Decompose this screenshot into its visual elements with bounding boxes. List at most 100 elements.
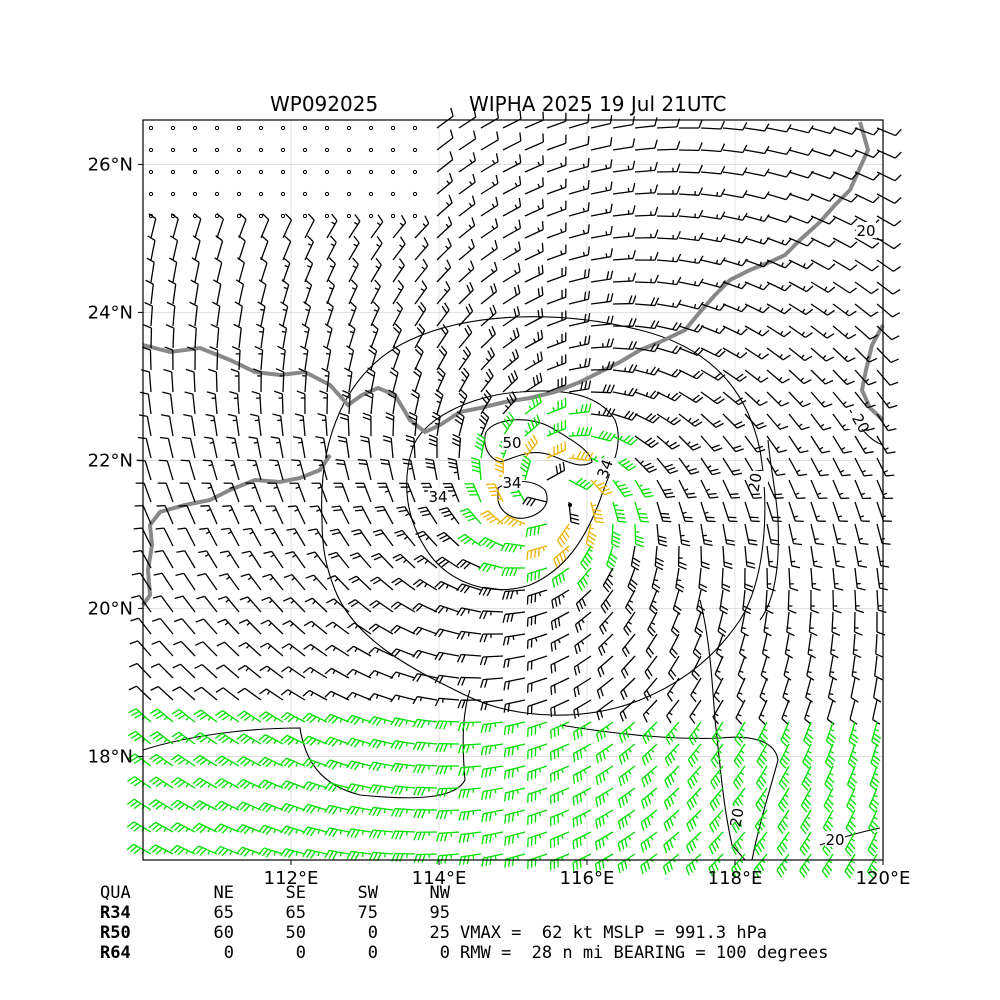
wind-barb [744, 567, 754, 592]
wind-barb [364, 389, 374, 415]
wind-barb [766, 281, 792, 292]
wind-barb [215, 710, 240, 723]
wind-barb [871, 721, 882, 747]
wind-barb [214, 755, 240, 767]
wind-barb [550, 721, 570, 739]
wind-barb [766, 169, 792, 178]
wind-barb [289, 482, 306, 503]
wind-barb [251, 390, 262, 415]
wind-barb [451, 433, 462, 459]
wind-barb [246, 459, 262, 481]
wind-barb [282, 620, 306, 635]
wind-barb [216, 641, 240, 657]
wind-barb [303, 620, 328, 635]
wind-barb [766, 237, 792, 246]
wind-barb [346, 714, 372, 726]
wind-barb [349, 552, 372, 569]
wind-barb [457, 721, 482, 732]
wind-barb [546, 266, 567, 283]
radii-row-label: R64 [100, 943, 131, 963]
wind-barb [197, 572, 218, 591]
wind-barb [435, 787, 460, 797]
wind-barb [436, 172, 453, 195]
wind-barb [568, 357, 591, 371]
wind-barb [294, 413, 306, 437]
wind-barb [634, 412, 660, 424]
wind-barb [722, 212, 748, 221]
wind-barb [799, 831, 812, 857]
wind-barb [368, 693, 394, 701]
wind-barb [574, 611, 592, 633]
wind-barb [678, 278, 704, 287]
wind-barb [876, 391, 898, 409]
wind-barb [876, 523, 891, 545]
wind-barb [640, 831, 658, 853]
wind-barb [165, 324, 175, 349]
wind-barb [370, 236, 383, 261]
wind-barb [868, 787, 880, 813]
contour-20kt-south [559, 724, 779, 861]
wind-barb [127, 730, 152, 745]
wind-barb [436, 107, 454, 129]
wind-barb [678, 369, 704, 380]
wind-barb [844, 853, 856, 879]
wind-barb [810, 237, 836, 248]
wind-barb [546, 419, 567, 437]
wind-barb [145, 279, 154, 305]
wind-barb [763, 611, 772, 637]
wind-barb [876, 479, 894, 500]
wind-barb [242, 527, 262, 547]
wind-barb [392, 279, 405, 305]
y-tick-label: 26°N [88, 154, 133, 175]
wind-barb [339, 412, 350, 437]
wind-barb [382, 435, 394, 459]
wind-barb [216, 664, 240, 679]
wind-barb [754, 831, 768, 856]
calm-wind-circle [192, 147, 198, 153]
wind-barb [599, 611, 614, 635]
wind-barb [568, 113, 590, 129]
wind-barb [590, 315, 614, 327]
wind-barb [280, 848, 306, 859]
wind-barb [709, 809, 724, 833]
wind-barb [854, 589, 865, 614]
wind-barb [306, 551, 328, 569]
wind-barb [766, 457, 786, 477]
wind-barb [170, 777, 196, 789]
wind-barb [347, 622, 372, 635]
wind-barb [590, 248, 614, 261]
wind-barb [502, 219, 522, 239]
wind-barb [854, 171, 880, 181]
wind-barb [854, 369, 877, 386]
calm-wind-circle [280, 191, 286, 197]
wind-barb [424, 458, 438, 481]
wind-barb [765, 589, 774, 615]
wind-barb [802, 743, 813, 769]
wind-barb [130, 617, 152, 635]
wind-barb [830, 633, 839, 659]
wind-barb [595, 743, 614, 764]
wind-barb [642, 721, 658, 745]
wind-barb [346, 345, 355, 371]
wind-barb [678, 187, 704, 196]
wind-barb [329, 528, 350, 547]
wind-barb [527, 853, 548, 870]
wind-barb [326, 213, 338, 239]
wind-barb [611, 523, 621, 549]
wind-barb [619, 721, 636, 744]
wind-barb [656, 185, 681, 195]
wind-barb [127, 776, 152, 789]
wind-barb [744, 501, 760, 523]
wind-barb [744, 168, 770, 177]
wind-barb [391, 345, 401, 371]
wind-barb [436, 259, 452, 283]
wind-barb [656, 501, 672, 523]
wind-barb [302, 803, 328, 814]
wind-barb [480, 743, 504, 756]
wind-barb [504, 809, 526, 824]
wind-barb [413, 367, 423, 393]
calm-wind-circle [346, 147, 352, 153]
wind-barb [152, 617, 174, 635]
wind-barb [744, 214, 770, 222]
wind-barb [258, 779, 284, 790]
